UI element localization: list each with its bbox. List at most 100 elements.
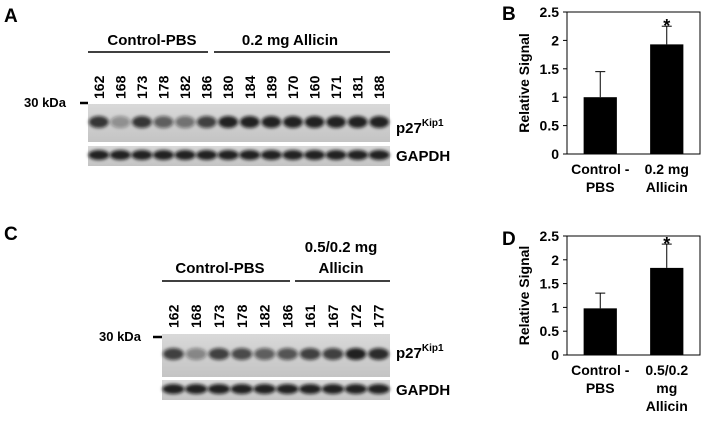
gapdh-band [185,384,208,394]
panel-a-lane-labels: 162 168 173 178 182 186 180 184 189 170 160 171 181 1… [91,75,387,99]
panel-c-loading-label: GAPDH [396,382,450,399]
panel-b-chart: 0 0.5 1 1.5 2 2.5 Relative Signal Control - PBS *… [516,4,701,195]
lane-label: 186 [199,75,215,99]
gapdh-band [282,150,304,160]
p27-band [231,348,253,360]
p27-band [153,116,174,128]
x-tick-label: 0.5/0.2 [645,362,688,378]
gapdh-band [276,384,299,394]
panel-c: C 0.5/0.2 mg Control-PBS Allicin 162 168 1… [4,224,450,400]
panel-c-p27-bands [162,348,390,360]
panel-c-group-allicin: Allicin [318,260,363,277]
lane-label: 171 [328,75,344,99]
x-tick-label: Allicin [646,179,688,195]
panel-c-group-control: Control-PBS [175,260,264,277]
lane-label: 160 [307,75,323,99]
y-axis-label: Relative Signal [516,33,532,133]
lane-label: 162 [165,304,181,328]
gapdh-band [109,150,131,160]
gapdh-band [344,384,367,394]
panel-a-loading-label: GAPDH [396,148,450,165]
gapdh-band [347,150,369,160]
gapdh-band [303,150,326,160]
panel-c-lane-labels: 162 168 173 178 182 186 161 167 172 177 [165,304,386,328]
panel-b-letter: B [502,4,516,25]
y-tick-label: 1 [551,89,559,105]
gapdh-band [299,384,322,394]
p27-band [326,116,346,128]
lane-label: 180 [220,75,236,99]
lane-label: 168 [112,75,128,99]
p27-band [196,116,217,128]
lane-label: 170 [285,75,301,99]
lane-label: 161 [302,304,318,328]
x-tick-label: Control - [571,161,630,177]
gapdh-band [367,384,390,394]
p27-band [276,348,298,360]
y-tick-label: 1.5 [540,276,560,292]
lane-label: 172 [348,304,364,328]
panel-d: D 0 0.5 1 1.5 2 2.5 Relative Signal Control - PB… [502,228,701,414]
lane-label: 186 [279,304,295,328]
gapdh-band [321,384,345,394]
y-tick-label: 2 [551,32,559,48]
lane-label: 178 [234,304,250,328]
gapdh-band [152,150,175,160]
bar [650,267,684,355]
p27-band [299,348,321,360]
x-tick-label: PBS [586,179,615,195]
gapdh-band [196,150,218,160]
y-tick-label: 0 [551,347,559,363]
gapdh-band [217,150,239,160]
y-tick-label: 0 [551,146,559,162]
panel-d-chart: 0 0.5 1 1.5 2 2.5 Relative Signal Control - PBS *… [516,228,701,414]
x-tick-label: mg [656,380,677,396]
p27-band [208,348,230,360]
p27-band [88,116,109,128]
y-tick-label: 1 [551,299,559,315]
lane-label: 182 [257,304,273,328]
panel-a-letter: A [4,6,18,27]
p27-band [261,116,282,128]
panel-a-gapdh-bands [88,150,390,160]
panel-a-group-allicin: 0.2 mg Allicin [242,32,338,49]
lane-label: 173 [211,304,227,328]
panel-a-p27-bands [88,116,390,128]
bar [583,308,617,355]
gapdh-band [368,150,390,160]
y-axis-label: Relative Signal [516,246,532,346]
p27-band [162,348,184,360]
gapdh-band [131,150,153,160]
p27-band [110,116,131,128]
p27-band [175,116,195,128]
gapdh-band [174,150,196,160]
lane-label: 178 [156,75,172,99]
p27-band [218,116,239,128]
lane-label: 184 [242,75,258,99]
p27-band [132,116,152,128]
panel-c-gapdh-bands [162,384,390,394]
p27-band [304,116,325,128]
p27-band [322,348,344,360]
panel-a-group-control: Control-PBS [107,32,196,49]
lane-label: 182 [177,75,193,99]
gapdh-band [239,150,261,160]
panel-c-letter: C [4,224,18,245]
significance-marker: * [663,234,670,254]
p27-band [345,348,367,360]
panel-a-protein-label: p27Kip1 [396,118,444,137]
lane-label: 162 [91,75,107,99]
lane-label: 189 [263,75,279,99]
p27-band [347,116,368,128]
panel-c-marker: 30 kDa [99,329,142,344]
gapdh-band [260,150,282,160]
significance-marker: * [663,16,670,36]
panel-b: B 0 0.5 1 1.5 2 2.5 Relative Signal Control - PB… [502,4,701,195]
p27-band [283,116,303,128]
p27-band [368,348,390,360]
gapdh-band [207,384,231,394]
bar [650,44,684,154]
lane-label: 168 [188,304,204,328]
gapdh-band [162,384,185,394]
